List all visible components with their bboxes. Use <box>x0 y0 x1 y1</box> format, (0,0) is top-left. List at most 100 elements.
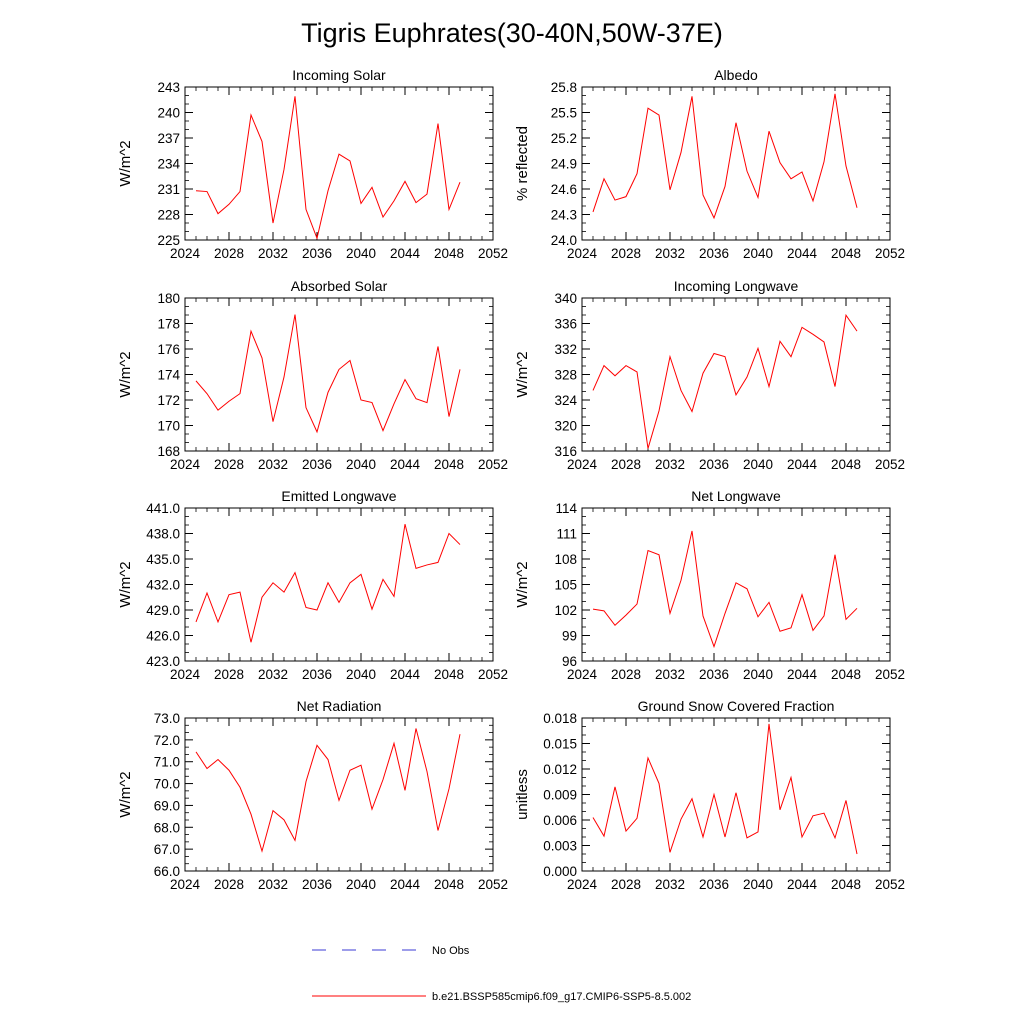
x-tick-label: 2032 <box>655 457 685 472</box>
series-line <box>592 530 858 649</box>
y-tick-label: 114 <box>555 501 577 516</box>
x-tick-label: 2040 <box>743 667 773 682</box>
x-tick-label: 2032 <box>258 667 288 682</box>
y-tick-label: 438.0 <box>146 527 180 542</box>
x-tick-label: 2032 <box>258 877 288 892</box>
y-tick-label: 225 <box>157 233 180 248</box>
chart-panel-6: Net Longwave W/m^2 2024 2028 2032 2036 2040 204… <box>514 488 905 682</box>
x-tick-label: 2052 <box>875 246 905 261</box>
y-tick-label: 68.0 <box>154 820 180 835</box>
y-tick-label: 25.5 <box>551 106 577 121</box>
legend-label: b.e21.BSSP585cmip6.f09_g17.CMIP6-SSP5-8.… <box>432 991 691 1003</box>
y-tick-label: 332 <box>554 342 577 357</box>
x-tick-label: 2052 <box>478 877 508 892</box>
x-tick-label: 2024 <box>170 457 201 472</box>
plot-frame <box>184 717 494 872</box>
y-tick-label: 168 <box>157 444 180 459</box>
y-tick-label: 423.0 <box>146 654 180 669</box>
y-tick-label: 174 <box>157 368 180 383</box>
y-tick-label: 111 <box>556 527 577 542</box>
series-line <box>195 728 461 853</box>
x-tick-label: 2028 <box>611 877 641 892</box>
plot-frame <box>581 297 891 452</box>
x-tick-label: 2032 <box>258 457 288 472</box>
x-tick-label: 2040 <box>743 457 773 472</box>
y-axis-label: W/m^2 <box>117 771 134 817</box>
panel-title: Incoming Solar <box>292 67 386 83</box>
chart-panel-1: Incoming Solar W/m^2 2024 2028 2032 2036 2040 2… <box>117 67 508 261</box>
y-tick-label: 71.0 <box>154 755 180 770</box>
x-tick-label: 2024 <box>170 667 201 682</box>
x-tick-label: 2036 <box>699 667 729 682</box>
figure-title: Tigris Euphrates(30-40N,50W-37E) <box>301 18 723 48</box>
x-tick-label: 2040 <box>743 246 773 261</box>
x-tick-label: 2052 <box>478 667 508 682</box>
x-tick-label: 2028 <box>611 246 641 261</box>
y-tick-label: 237 <box>157 131 180 146</box>
x-tick-label: 2044 <box>787 457 818 472</box>
y-tick-label: 24.0 <box>551 233 577 248</box>
chart-panel-3: Absorbed Solar W/m^2 2024 2028 2032 2036 2040 2… <box>117 278 508 472</box>
panel-title: Absorbed Solar <box>291 278 388 294</box>
y-tick-label: 234 <box>157 157 180 172</box>
y-tick-label: 69.0 <box>154 798 180 813</box>
x-tick-label: 2048 <box>831 457 861 472</box>
x-tick-label: 2024 <box>170 246 201 261</box>
y-tick-label: 316 <box>554 444 577 459</box>
y-tick-label: 180 <box>157 291 180 306</box>
x-tick-label: 2044 <box>787 246 818 261</box>
chart-panel-8: Ground Snow Covered Fraction unitless 2024… <box>514 698 905 892</box>
y-axis-label: W/m^2 <box>514 561 531 607</box>
x-tick-label: 2028 <box>611 667 641 682</box>
y-tick-label: 176 <box>157 342 180 357</box>
y-tick-label: 228 <box>157 208 180 223</box>
x-tick-label: 2040 <box>346 246 376 261</box>
series-line <box>195 524 461 643</box>
x-tick-label: 2052 <box>875 667 905 682</box>
y-tick-label: 73.0 <box>154 711 180 726</box>
series-line <box>195 314 461 434</box>
legend-label: No Obs <box>432 945 470 957</box>
y-tick-label: 240 <box>157 106 180 121</box>
chart-panel-7: Net Radiation W/m^2 2024 2028 2032 2036 2040 20… <box>117 698 508 892</box>
x-tick-label: 2032 <box>655 246 685 261</box>
y-tick-label: 320 <box>554 419 577 434</box>
y-axis-label: % reflected <box>514 126 531 201</box>
y-tick-label: 170 <box>157 419 180 434</box>
y-tick-label: 24.9 <box>551 157 577 172</box>
y-tick-label: 96 <box>562 654 577 669</box>
x-tick-label: 2044 <box>787 877 818 892</box>
y-tick-label: 172 <box>157 393 180 408</box>
x-tick-label: 2048 <box>434 246 464 261</box>
y-tick-label: 432.0 <box>146 578 180 593</box>
plot-frame <box>184 86 494 241</box>
chart-panel-2: Albedo % reflected 2024 2028 2032 2036 2040 204… <box>514 67 905 261</box>
x-tick-label: 2048 <box>434 877 464 892</box>
y-tick-label: 72.0 <box>154 733 180 748</box>
y-tick-label: 336 <box>554 317 577 332</box>
panel-title: Net Radiation <box>297 698 382 714</box>
y-tick-label: 108 <box>554 552 577 567</box>
chart-panel-4: Incoming Longwave W/m^2 2024 2028 2032 2036 20… <box>514 278 905 472</box>
x-tick-label: 2024 <box>567 667 598 682</box>
x-tick-label: 2036 <box>302 246 332 261</box>
x-tick-label: 2032 <box>655 877 685 892</box>
y-tick-label: 0.015 <box>543 737 577 752</box>
series-line <box>195 96 461 241</box>
y-tick-label: 243 <box>157 80 180 95</box>
x-tick-label: 2036 <box>302 457 332 472</box>
x-tick-label: 2036 <box>699 246 729 261</box>
y-tick-label: 340 <box>554 291 577 306</box>
x-tick-label: 2032 <box>655 667 685 682</box>
y-tick-label: 429.0 <box>146 603 180 618</box>
x-tick-label: 2044 <box>787 667 818 682</box>
x-tick-label: 2048 <box>831 877 861 892</box>
x-tick-label: 2024 <box>567 877 598 892</box>
x-tick-label: 2028 <box>214 667 244 682</box>
y-tick-label: 328 <box>554 368 577 383</box>
y-tick-label: 25.2 <box>551 131 577 146</box>
y-tick-label: 70.0 <box>154 777 180 792</box>
y-tick-label: 435.0 <box>146 552 180 567</box>
x-tick-label: 2044 <box>390 457 421 472</box>
